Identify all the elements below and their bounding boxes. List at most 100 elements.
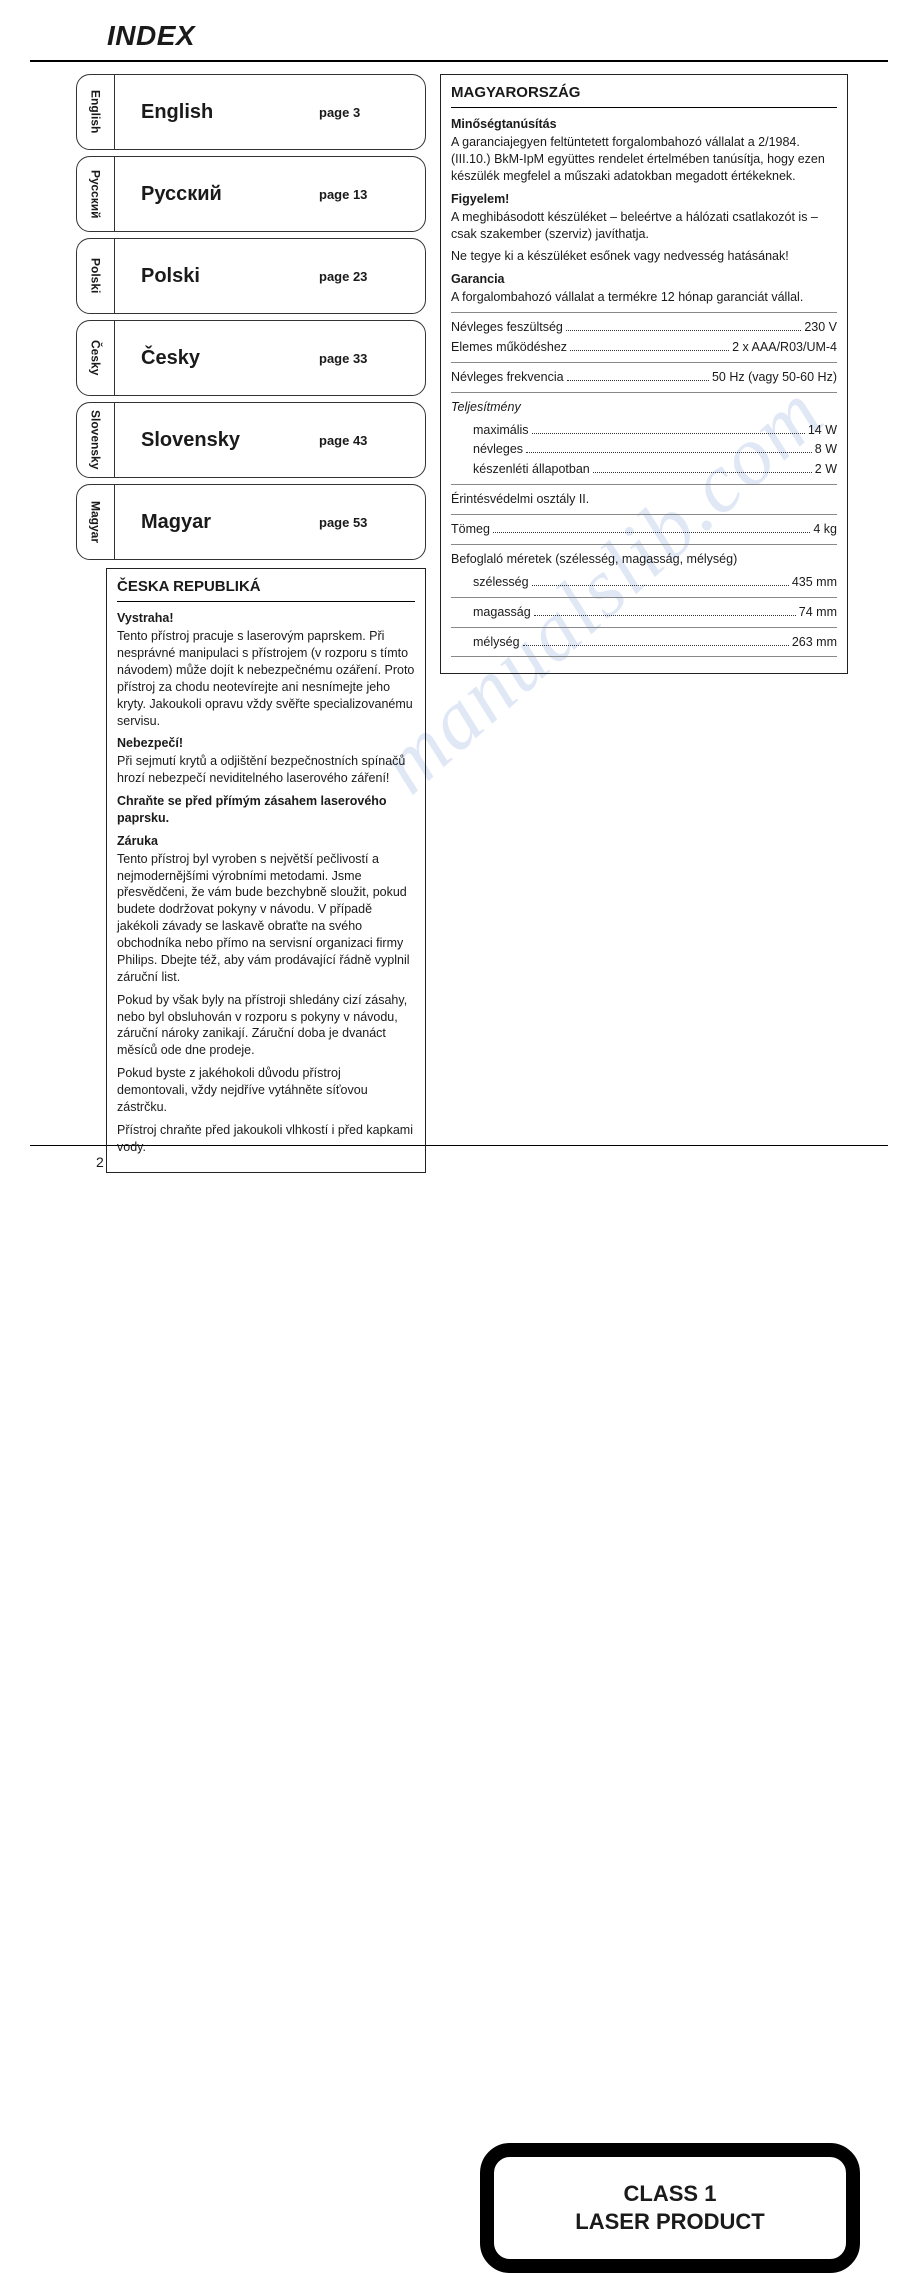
spec-label: magasság (473, 604, 531, 621)
lang-item-english[interactable]: English English page 3 (76, 74, 426, 150)
lang-tab-label: Magyar (89, 501, 103, 543)
czech-paragraph: Pokud byste z jakéhokoli důvodu přístroj… (117, 1065, 415, 1116)
czech-heading-danger: Nebezpečí! (117, 735, 415, 752)
spec-row-frequency: Névleges frekvencia 50 Hz (vagy 50-60 Hz… (451, 369, 837, 386)
czech-paragraph: Tento přístroj byl vyroben s největší pe… (117, 851, 415, 986)
lang-item-polski[interactable]: Polski Polski page 23 (76, 238, 426, 314)
czech-paragraph: Chraňte se před přímým zásahem laserovéh… (117, 793, 415, 827)
spec-label: mélység (473, 634, 520, 651)
divider (451, 484, 837, 485)
spec-row-weight: Tömeg 4 kg (451, 521, 837, 538)
spec-value: 2 W (815, 461, 837, 478)
spec-row-voltage: Névleges feszültség 230 V (451, 319, 837, 336)
hungary-heading-warranty: Garancia (451, 271, 837, 288)
lang-name: English (115, 101, 319, 124)
lang-item-russian[interactable]: Русский Русский page 13 (76, 156, 426, 232)
divider (451, 312, 837, 313)
leader-dots (523, 645, 789, 646)
czech-paragraph: Při sejmutí krytů a odjištění bezpečnost… (117, 753, 415, 787)
lang-item-magyar[interactable]: Magyar Magyar page 53 (76, 484, 426, 560)
spec-row-depth: mélység 263 mm (451, 634, 837, 651)
hungary-paragraph: A forgalombahozó vállalat a termékre 12 … (451, 289, 837, 306)
leader-dots (534, 615, 796, 616)
spec-value: 50 Hz (vagy 50-60 Hz) (712, 369, 837, 386)
lang-name: Magyar (115, 511, 319, 534)
lang-item-slovensky[interactable]: Slovensky Slovensky page 43 (76, 402, 426, 478)
spec-value: 230 V (804, 319, 837, 336)
spec-value: 263 mm (792, 634, 837, 651)
czech-heading-warning: Vystraha! (117, 610, 415, 627)
language-index-list: English English page 3 Русский Русский p… (76, 74, 426, 560)
lang-tab-label: Русский (89, 170, 103, 219)
lang-name: Русский (115, 183, 319, 206)
divider (451, 514, 837, 515)
spec-value: 8 W (815, 441, 837, 458)
divider (451, 597, 837, 598)
hungary-box-title: MAGYARORSZÁG (451, 83, 837, 108)
spec-value: 14 W (808, 422, 837, 439)
lang-tab-label: Česky (89, 340, 103, 375)
czech-paragraph: Pokud by však byly na přístroji shledány… (117, 992, 415, 1060)
lang-name: Polski (115, 265, 319, 288)
lang-page-ref: page 13 (319, 187, 425, 202)
spec-row-nominal: névleges 8 W (451, 441, 837, 458)
lang-name: Česky (115, 347, 319, 370)
spec-label: névleges (473, 441, 523, 458)
spec-label: szélesség (473, 574, 529, 591)
spec-label: Névleges feszültség (451, 319, 563, 336)
spec-value: 2 x AAA/R03/UM-4 (732, 339, 837, 356)
spec-row-height: magasság 74 mm (451, 604, 837, 621)
content-columns: English English page 3 Русский Русский p… (30, 74, 888, 1173)
hungary-paragraph: A meghibásodott készüléket – beleértve a… (451, 209, 837, 243)
lang-tab-label: Slovensky (89, 410, 103, 469)
lang-tab: Slovensky (77, 403, 115, 477)
lang-page-ref: page 53 (319, 515, 425, 530)
spec-label: maximális (473, 422, 529, 439)
hungary-notice-box: MAGYARORSZÁG Minőségtanúsítás A garancia… (440, 74, 848, 674)
divider (451, 392, 837, 393)
lang-name: Slovensky (115, 429, 319, 452)
lang-tab: Magyar (77, 485, 115, 559)
lang-page-ref: page 23 (319, 269, 425, 284)
laser-label-line1: CLASS 1 (624, 2180, 717, 2208)
lang-page-ref: page 3 (319, 105, 425, 120)
lang-page-ref: page 33 (319, 351, 425, 366)
spec-row-max: maximális 14 W (451, 422, 837, 439)
lang-tab: Polski (77, 239, 115, 313)
divider (451, 656, 837, 657)
left-column: English English page 3 Русский Русский p… (76, 74, 426, 1173)
divider (451, 627, 837, 628)
lang-item-cesky[interactable]: Česky Česky page 33 (76, 320, 426, 396)
divider (451, 362, 837, 363)
leader-dots (593, 472, 812, 473)
spec-row-width: szélesség 435 mm (451, 574, 837, 591)
leader-dots (493, 532, 810, 533)
lang-tab: Česky (77, 321, 115, 395)
czech-paragraph: Přístroj chraňte před jakoukoli vlhkostí… (117, 1122, 415, 1156)
spec-section-dimensions: Befoglaló méretek (szélesség, magasság, … (451, 551, 837, 568)
hungary-paragraph: Ne tegye ki a készüléket esőnek vagy ned… (451, 248, 837, 265)
leader-dots (526, 452, 812, 453)
lang-tab-label: English (89, 90, 103, 133)
spec-line-protection-class: Érintésvédelmi osztály II. (451, 491, 837, 508)
page-title: INDEX (107, 20, 888, 52)
czech-paragraph: Tento přístroj pracuje s laserovým paprs… (117, 628, 415, 729)
laser-label-line2: LASER PRODUCT (575, 2208, 764, 2236)
spec-value: 4 kg (813, 521, 837, 538)
spec-row-standby: készenléti állapotban 2 W (451, 461, 837, 478)
divider (451, 544, 837, 545)
czech-box-title: ČESKA REPUBLIKÁ (117, 577, 415, 602)
leader-dots (567, 380, 709, 381)
leader-dots (570, 350, 729, 351)
page-header: INDEX (30, 20, 888, 62)
spec-label: készenléti állapotban (473, 461, 590, 478)
hungary-heading-attention: Figyelem! (451, 191, 837, 208)
spec-label: Elemes működéshez (451, 339, 567, 356)
czech-heading-warranty: Záruka (117, 833, 415, 850)
lang-tab: English (77, 75, 115, 149)
spec-section-power: Teljesítmény (451, 399, 837, 416)
right-column: MAGYARORSZÁG Minőségtanúsítás A garancia… (440, 74, 848, 1173)
leader-dots (532, 585, 789, 586)
spec-value: 74 mm (799, 604, 837, 621)
hungary-heading-quality: Minőségtanúsítás (451, 116, 837, 133)
